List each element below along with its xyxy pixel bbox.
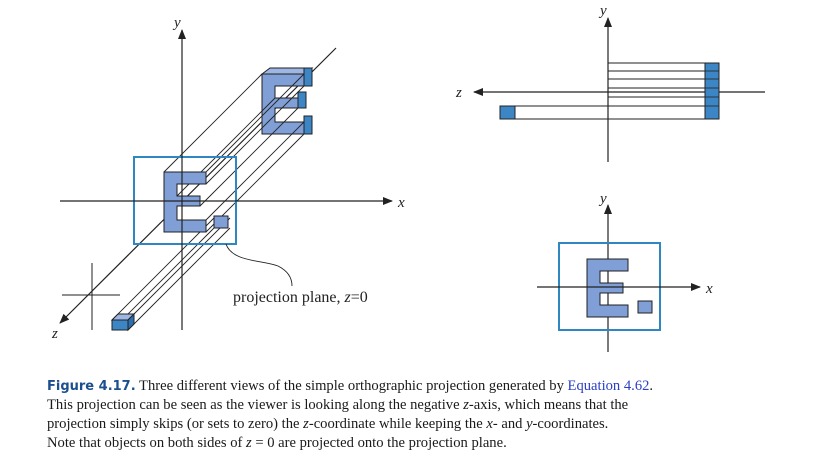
side-y-label: y (598, 3, 607, 19)
projection-lines-far (163, 73, 305, 233)
front-e (586, 258, 629, 318)
side-e-object (704, 62, 720, 120)
front-y-label: y (598, 191, 607, 207)
plane-leader-line (225, 243, 293, 287)
caption-line-4: Note that objects on both sides of z = 0… (47, 435, 507, 451)
far-e-object (260, 67, 314, 135)
front-view: x y (537, 191, 713, 352)
front-x-label: x (705, 281, 713, 297)
y-axis-label: y (172, 15, 181, 31)
figure-caption: Figure 4.17. Three different views of th… (47, 377, 795, 453)
projected-cube (213, 215, 229, 229)
equation-link[interactable]: Equation 4.62 (567, 378, 650, 394)
x-axis-label: x (397, 195, 405, 211)
side-view: y z (455, 3, 765, 162)
perspective-view: x y z projection plane, z=0 (51, 15, 405, 342)
figure-label: Figure 4.17. (47, 379, 136, 394)
caption-line-1: Figure 4.17. Three different views of th… (47, 378, 654, 394)
side-z-label: z (455, 85, 462, 101)
figure-4-17: x y z projection plane, z=0 (51, 3, 765, 352)
z-axis-label: z (51, 326, 58, 342)
side-projection-lines (515, 62, 705, 120)
front-cube (637, 300, 653, 314)
side-cube (499, 105, 516, 120)
z-axis (59, 47, 337, 324)
projection-lines-near (111, 217, 231, 331)
projection-plane-label: projection plane, z=0 (233, 289, 368, 306)
projected-e (163, 171, 207, 233)
caption-line-2: This projection can be seen as the viewe… (47, 397, 629, 413)
caption-line-3: projection simply skips (or sets to zero… (47, 416, 609, 432)
near-cube (110, 312, 136, 332)
